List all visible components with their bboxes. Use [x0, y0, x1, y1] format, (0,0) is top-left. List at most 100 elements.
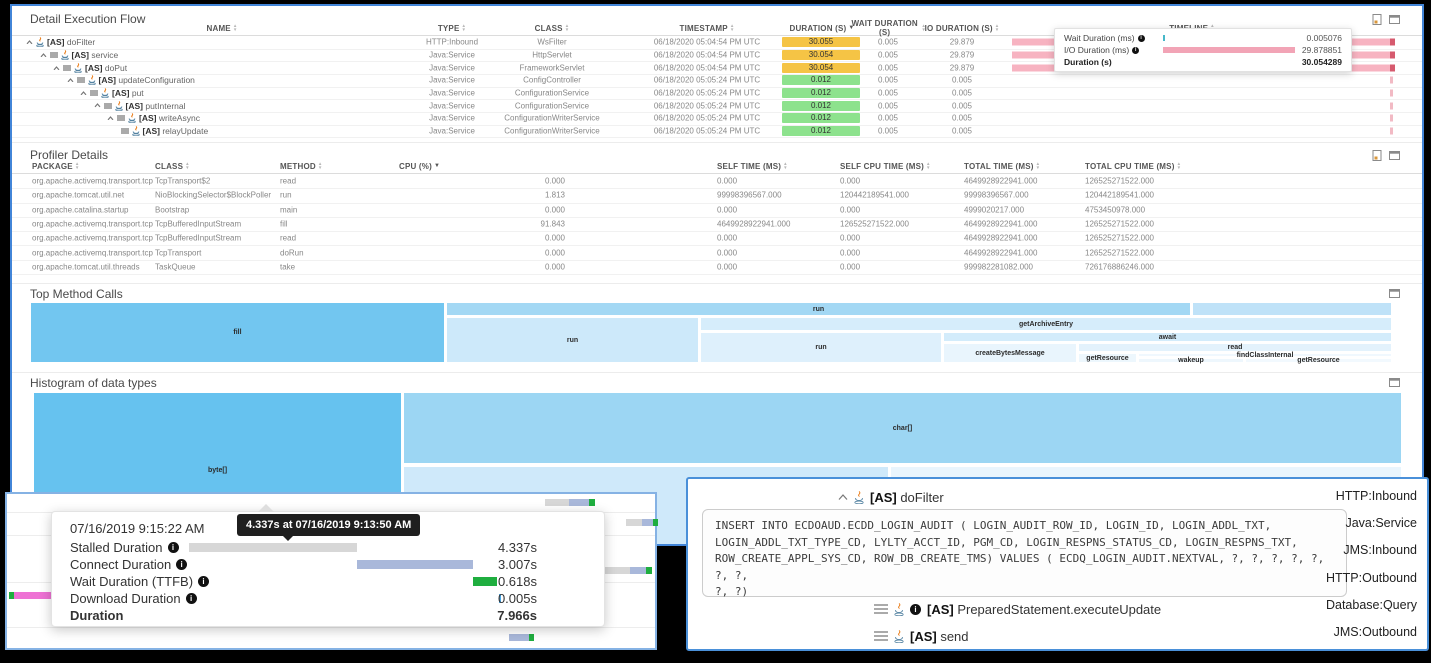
profiler-row[interactable]: org.apache.activemq.transport.tcp TcpBuff…: [12, 231, 1422, 247]
profiler-row[interactable]: org.apache.tomcat.util.net NioBlockingSel…: [12, 188, 1422, 204]
flame-block-wakeup[interactable]: wakeup: [1138, 357, 1244, 364]
flame-block-await[interactable]: await: [943, 332, 1392, 342]
expand-window-icon[interactable]: [1389, 378, 1400, 387]
menu-icon[interactable]: [63, 65, 71, 71]
waterfall-bar-segment[interactable]: [642, 519, 653, 526]
column-header-class[interactable]: CLASS ▲ ▼: [155, 160, 305, 172]
column-header-self-time-ms-[interactable]: SELF TIME (MS) ▲ ▼: [717, 160, 867, 172]
flame-block-run[interactable]: run: [446, 317, 699, 363]
sort-icon[interactable]: ▲▼: [729, 23, 735, 32]
call-node-row[interactable]: i [AS] PreparedStatement.executeUpdate: [874, 599, 1161, 619]
expand-window-icon[interactable]: [1389, 151, 1400, 160]
execution-row[interactable]: [AS] writeAsync Java:Service Configuration…: [12, 112, 1422, 126]
execution-row[interactable]: [AS] updateConfiguration Java:Service Conf…: [12, 74, 1422, 88]
chevron-up-icon[interactable]: [67, 78, 74, 83]
sort-desc-icon[interactable]: ▼: [433, 163, 441, 169]
flame-block-getResource[interactable]: getResource: [1078, 353, 1137, 363]
menu-icon[interactable]: [120, 128, 129, 134]
sort-icon[interactable]: ▲▼: [317, 161, 323, 170]
profiler-row[interactable]: org.apache.tomcat.util.threads TaskQueue t…: [12, 260, 1422, 276]
call-node-row[interactable]: [AS] doFilter: [838, 487, 944, 507]
waterfall-bar-segment[interactable]: [626, 519, 642, 526]
waterfall-bar-segment[interactable]: [630, 567, 646, 574]
profiler-row[interactable]: org.apache.activemq.transport.tcp TcpBuff…: [12, 217, 1422, 233]
flame-block-getArchiveEntry[interactable]: getArchiveEntry: [700, 317, 1392, 331]
waterfall-bar-segment[interactable]: [602, 567, 630, 574]
export-report-icon[interactable]: [1372, 14, 1382, 25]
chevron-up-icon[interactable]: [80, 90, 87, 95]
execution-row[interactable]: [AS] putInternal Java:Service Configuratio…: [12, 99, 1422, 113]
waterfall-bar-segment[interactable]: [545, 499, 569, 506]
sort-icon[interactable]: ▲▼: [461, 23, 467, 32]
column-header-self-cpu-time-ms-[interactable]: SELF CPU TIME (MS) ▲ ▼: [840, 160, 990, 172]
waterfall-bar-segment[interactable]: [589, 499, 595, 506]
sort-icon[interactable]: ▲▼: [994, 23, 1000, 32]
menu-icon[interactable]: [76, 77, 85, 83]
column-header-type[interactable]: TYPE ▲ ▼: [392, 22, 512, 34]
expand-window-icon[interactable]: [1389, 15, 1400, 24]
flame-block-char[interactable]: char[]: [403, 392, 1402, 464]
chevron-up-icon[interactable]: [40, 52, 47, 58]
sort-icon[interactable]: ▲▼: [1035, 161, 1041, 170]
waterfall-bar-segment[interactable]: [9, 592, 14, 599]
sort-icon[interactable]: ▲▼: [74, 161, 80, 170]
sort-icon[interactable]: ▲▼: [564, 23, 570, 32]
waterfall-bar-segment[interactable]: [653, 519, 658, 526]
flame-block-findClassInternal[interactable]: findClassInternal: [1138, 352, 1392, 359]
execution-row[interactable]: [AS] put Java:Service ConfigurationService…: [12, 87, 1422, 101]
expand-window-icon[interactable]: [1389, 289, 1400, 298]
execution-row[interactable]: [AS] relayUpdate Java:Service Configuratio…: [12, 125, 1422, 139]
column-header-package[interactable]: PACKAGE ▲ ▼: [32, 160, 182, 172]
sort-icon[interactable]: ▲▼: [1176, 161, 1182, 170]
column-header-total-time-ms-[interactable]: TOTAL TIME (MS) ▲ ▼: [964, 160, 1114, 172]
sort-desc-icon[interactable]: ▼: [848, 25, 855, 31]
chevron-up-icon[interactable]: [838, 494, 848, 500]
column-header-name[interactable]: NAME ▲ ▼: [162, 22, 282, 34]
flame-block-getResource[interactable]: getResource: [1245, 357, 1392, 364]
menu-icon[interactable]: [90, 90, 98, 96]
sort-icon[interactable]: ▲▼: [783, 161, 788, 170]
sort-icon[interactable]: ▲▼: [185, 161, 190, 170]
profiler-row[interactable]: org.apache.activemq.transport.tcp TcpTran…: [12, 246, 1422, 261]
column-header-io-duration-s-[interactable]: IO DURATION (S) ▲ ▼: [924, 22, 1000, 34]
profiler-row[interactable]: org.apache.catalina.startup Bootstrap main…: [12, 203, 1422, 218]
chevron-up-icon[interactable]: [53, 65, 60, 70]
profiler-row[interactable]: org.apache.activemq.transport.tcp TcpTran…: [12, 174, 1422, 190]
column-header-total-cpu-time-ms-[interactable]: TOTAL CPU TIME (MS) ▲ ▼: [1085, 160, 1235, 172]
column-header-method[interactable]: METHOD ▲ ▼: [280, 160, 430, 172]
column-header-class[interactable]: CLASS ▲ ▼: [472, 22, 632, 34]
flame-block-fill[interactable]: fill: [30, 302, 445, 363]
waterfall-bar-segment[interactable]: [14, 592, 64, 599]
column-header-cpu-[interactable]: CPU (%) ▼: [399, 160, 549, 172]
waterfall-bar-segment[interactable]: [569, 499, 589, 506]
menu-icon[interactable]: [103, 103, 112, 109]
chevron-up-icon[interactable]: [94, 103, 101, 108]
flame-block[interactable]: [1192, 302, 1392, 316]
menu-icon[interactable]: [874, 604, 888, 614]
column-header-wait-duration-s-[interactable]: WAIT DURATION (S) ▲ ▼: [850, 19, 926, 37]
cell-4: 0.000: [717, 262, 738, 272]
export-report-icon[interactable]: [1372, 150, 1382, 161]
flame-block-run[interactable]: run: [446, 302, 1191, 316]
menu-icon[interactable]: [49, 52, 58, 58]
waterfall-bar-segment[interactable]: [509, 634, 529, 641]
cell-5: 126525271522.000: [840, 219, 909, 229]
menu-icon[interactable]: [117, 115, 125, 121]
sort-icon[interactable]: ▲▼: [921, 23, 926, 32]
menu-icon[interactable]: [874, 631, 888, 641]
flame-block-createBytesMessage[interactable]: createBytesMessage: [943, 343, 1077, 363]
chevron-up-icon[interactable]: [26, 40, 33, 45]
chevron-up-icon[interactable]: [107, 116, 114, 121]
flame-block-run[interactable]: run: [700, 332, 942, 363]
column-header-duration-s-[interactable]: DURATION (S) ▼: [782, 22, 862, 34]
column-header-timestamp[interactable]: TIMESTAMP ▲ ▼: [617, 22, 797, 34]
waterfall-bar-segment[interactable]: [646, 567, 652, 574]
cell-5: 120442189541.000: [840, 190, 909, 200]
sort-icon[interactable]: ▲▼: [232, 23, 238, 32]
flame-block-read[interactable]: read: [1078, 343, 1392, 352]
waterfall-bar-segment[interactable]: [529, 634, 534, 641]
node-label: [AS] doPut: [85, 62, 128, 73]
call-node-row[interactable]: [AS] send: [874, 626, 969, 646]
sort-icon[interactable]: ▲▼: [926, 161, 931, 170]
